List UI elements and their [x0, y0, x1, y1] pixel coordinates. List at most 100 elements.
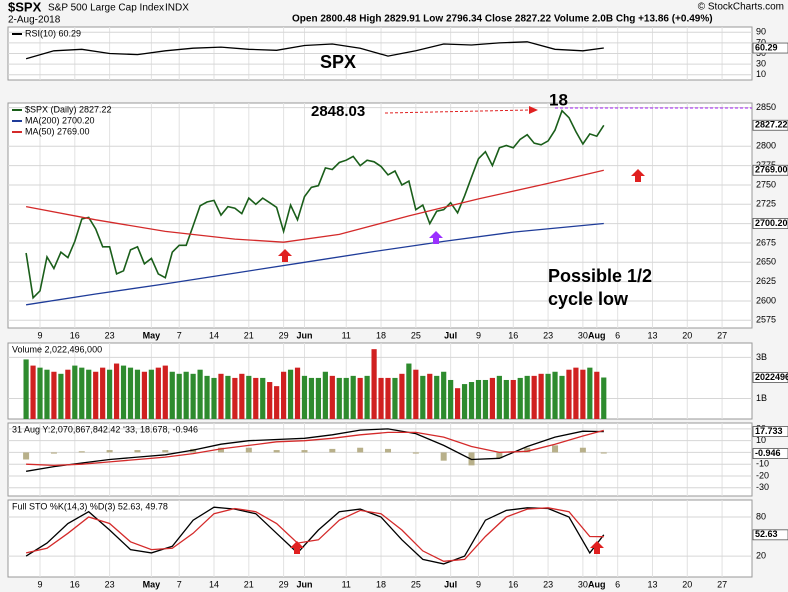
y-tick-label: 90 — [756, 27, 766, 37]
series-line — [26, 429, 604, 467]
x-tick-label: Jul — [444, 579, 457, 589]
x-tick-label: 14 — [209, 579, 219, 589]
volume-bar — [371, 349, 377, 419]
volume-bar — [468, 382, 475, 419]
legend-label: RSI(10) 60.29 — [25, 28, 81, 38]
x-tick-label: Jul — [444, 330, 457, 340]
panel-title: Volume 2,022,496,000 — [12, 344, 102, 354]
volume-bar — [253, 377, 259, 419]
up-arrow — [278, 249, 292, 262]
legend-label: MA(50) 2769.00 — [25, 126, 90, 136]
volume-bar — [72, 365, 78, 419]
symbol: $SPX — [8, 0, 42, 14]
panel-title: Full STO %K(14,3) %D(3) 52.63, 49.78 — [12, 501, 168, 511]
x-tick-label: 21 — [244, 330, 254, 340]
x-tick-label: 30 — [578, 330, 588, 340]
value-tag — [752, 529, 788, 541]
x-tick-label: 6 — [615, 330, 620, 340]
x-tick-label: 30 — [578, 579, 588, 589]
x-tick-label: 29 — [279, 579, 289, 589]
y-tick-label: 2625 — [756, 276, 776, 286]
volume-bar — [545, 373, 551, 419]
y-tick-label: 2675 — [756, 237, 776, 247]
volume-bar — [176, 373, 182, 419]
annotation: SPX — [320, 52, 356, 72]
y-tick-label: 2850 — [756, 102, 776, 112]
x-tick-label: 16 — [508, 330, 518, 340]
value-tag-label: 17.733 — [755, 426, 783, 436]
value-tag-label: 52.63 — [755, 529, 778, 539]
histogram-bar — [440, 452, 447, 461]
volume-bar — [559, 375, 565, 419]
y-tick-label: 10 — [756, 435, 766, 445]
volume-bar — [93, 371, 99, 419]
volume-bar — [37, 367, 43, 419]
volume-bar — [260, 377, 266, 419]
histogram-bar — [552, 445, 559, 453]
x-tick-label: 18 — [376, 579, 386, 589]
histogram-bar — [106, 450, 113, 453]
x-tick-label: Jun — [296, 579, 312, 589]
x-tick-label: 14 — [209, 330, 219, 340]
volume-bar — [274, 386, 280, 419]
volume-bar — [65, 369, 71, 419]
histogram-bar — [329, 448, 336, 453]
volume-bar — [378, 377, 384, 419]
volume-bar — [183, 371, 189, 419]
volume-bar — [482, 379, 489, 419]
histogram-bar — [273, 450, 280, 453]
y-tick-label: 20 — [756, 550, 766, 560]
value-tag-label: 2700.20 — [755, 218, 788, 228]
annotation: 18 — [549, 90, 568, 109]
x-tick-label: 9 — [476, 330, 481, 340]
index-name: S&P 500 Large Cap Index — [48, 3, 164, 14]
series-line — [26, 222, 604, 306]
volume-bar — [503, 379, 509, 419]
volume-bar — [267, 382, 273, 419]
x-tick-label: 7 — [177, 330, 182, 340]
value-tag — [752, 218, 788, 229]
histogram-bar — [245, 447, 252, 453]
y-tick-label: 2800 — [756, 141, 776, 151]
histogram-bar — [600, 452, 607, 454]
x-tick-label: May — [143, 330, 161, 340]
histogram-bar — [23, 452, 30, 460]
volume-bar — [322, 371, 328, 419]
histogram-bar — [50, 452, 57, 454]
x-tick-label: 27 — [717, 330, 727, 340]
volume-bar — [86, 369, 92, 419]
volume-bar — [434, 375, 440, 419]
series-line — [25, 41, 604, 60]
up-arrow — [631, 169, 645, 182]
x-tick-label: 11 — [342, 330, 351, 340]
x-tick-label: 13 — [647, 330, 657, 340]
up-arrow — [290, 541, 304, 554]
volume-bar — [148, 369, 154, 419]
volume-bar — [489, 377, 496, 419]
annotation-arrow — [384, 109, 531, 114]
volume-bar — [218, 373, 224, 419]
volume-bar — [475, 379, 482, 419]
volume-bar — [197, 369, 203, 419]
histogram-bar — [385, 448, 392, 453]
volume-bar — [30, 365, 36, 419]
y-tick-label: 2600 — [756, 295, 776, 305]
histogram-bar — [496, 452, 503, 459]
volume-bar — [538, 373, 544, 419]
volume-bar — [441, 371, 447, 419]
x-tick-label: Jun — [296, 330, 312, 340]
annotation: 2848.03 — [311, 103, 365, 120]
x-tick-label: 23 — [105, 579, 115, 589]
x-tick-label: Aug — [588, 330, 606, 340]
quote: Open 2800.48 High 2829.91 Low 2796.34 Cl… — [292, 14, 713, 25]
y-tick-label: 3B — [756, 352, 767, 362]
volume-bar — [566, 369, 572, 419]
date: 2-Aug-2018 — [8, 15, 61, 26]
value-tag — [752, 42, 788, 54]
volume-bar — [385, 377, 391, 419]
histogram-bar — [412, 452, 419, 454]
x-tick-label: Aug — [588, 579, 606, 589]
volume-bar — [455, 388, 461, 419]
volume-bar — [357, 377, 363, 419]
y-tick-label: -20 — [756, 470, 769, 480]
